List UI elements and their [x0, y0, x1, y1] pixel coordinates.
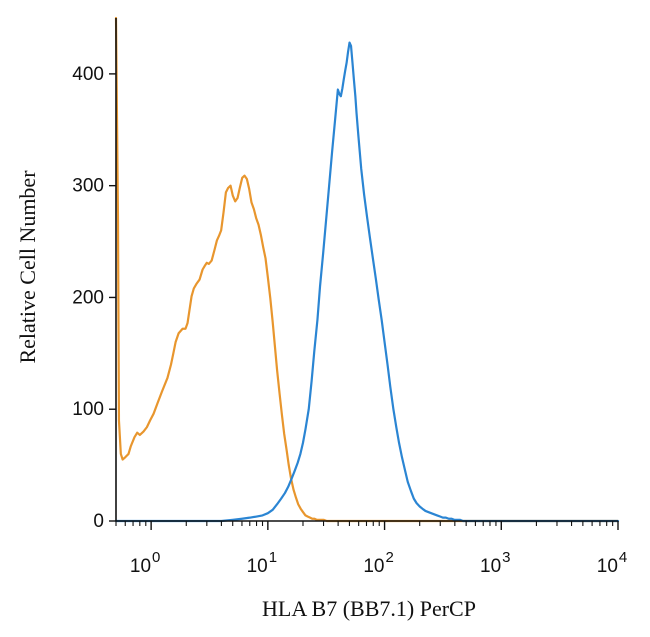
x-tick-label-3: 103	[480, 549, 510, 577]
plot-lines	[114, 16, 620, 523]
x-axis-title: HLA B7 (BB7.1) PerCP	[262, 596, 476, 621]
x-tick-label-4: 104	[597, 549, 627, 577]
axes	[115, 18, 618, 522]
y-tick-label-200: 200	[72, 287, 104, 308]
y-tick-label-300: 300	[72, 176, 104, 197]
y-tick-label-0: 0	[93, 511, 104, 532]
y-tick-label-400: 400	[72, 64, 104, 85]
ticks: 0 100 200 300 400 100 101 102 103 104	[72, 64, 627, 577]
y-tick-label-100: 100	[72, 399, 104, 420]
series-line-2	[114, 41, 620, 523]
x-tick-label-0: 100	[130, 549, 160, 577]
y-axis-title: Relative Cell Number	[15, 170, 40, 364]
series-line-1	[114, 16, 620, 523]
x-tick-label-1: 101	[247, 549, 277, 577]
x-tick-label-2: 102	[363, 549, 393, 577]
